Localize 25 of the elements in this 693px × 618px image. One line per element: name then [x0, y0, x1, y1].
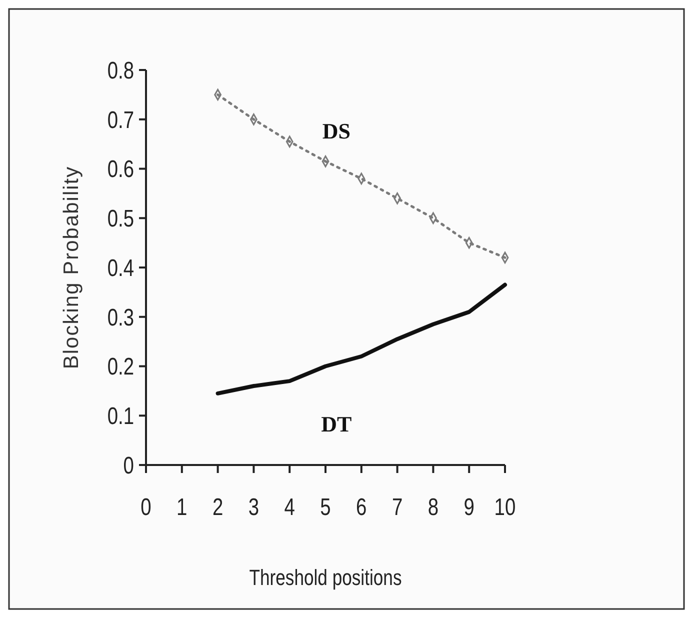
- y-tick-label: 0.2: [107, 352, 134, 380]
- y-tick-label: 0.8: [107, 56, 134, 84]
- x-tick-label: 3: [248, 492, 260, 521]
- x-tick-label: 5: [320, 492, 331, 521]
- y-axis-title: Blocking Probability: [60, 166, 83, 370]
- y-tick-label: 0.7: [107, 106, 134, 134]
- x-tick-label: 8: [428, 492, 439, 521]
- y-tick-label: 0.5: [107, 204, 134, 232]
- x-tick-label: 4: [284, 492, 295, 521]
- x-tick-label: 1: [176, 492, 188, 521]
- x-tick-label: 7: [392, 492, 403, 521]
- x-tick-label: 6: [356, 492, 367, 521]
- series-label: DS: [322, 118, 350, 144]
- y-tick-label: 0.4: [107, 254, 134, 282]
- x-tick-label: 9: [464, 492, 474, 521]
- y-tick-label: 0.6: [107, 155, 134, 183]
- x-tick-label: 2: [212, 492, 224, 521]
- x-axis-title: Threshold positions: [249, 566, 402, 591]
- y-tick-label: 0: [123, 451, 134, 479]
- y-tick-label: 0.1: [107, 402, 134, 430]
- series-label: DT: [321, 411, 352, 436]
- y-tick-label: 0.3: [107, 303, 134, 331]
- line-series: [216, 282, 507, 396]
- x-tick-label: 10: [494, 492, 516, 521]
- x-tick-label: 0: [140, 492, 152, 521]
